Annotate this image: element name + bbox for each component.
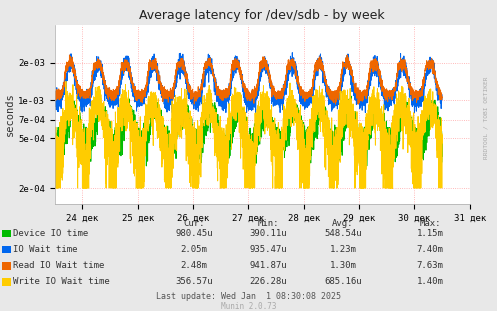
Text: 7.40m: 7.40m bbox=[416, 245, 443, 254]
Text: 226.28u: 226.28u bbox=[249, 277, 287, 286]
Text: 1.30m: 1.30m bbox=[330, 261, 356, 270]
Text: 390.11u: 390.11u bbox=[249, 229, 287, 238]
Text: 980.45u: 980.45u bbox=[175, 229, 213, 238]
Text: 7.63m: 7.63m bbox=[416, 261, 443, 270]
Text: Munin 2.0.73: Munin 2.0.73 bbox=[221, 301, 276, 310]
Text: Read IO Wait time: Read IO Wait time bbox=[13, 261, 105, 270]
Text: 1.23m: 1.23m bbox=[330, 245, 356, 254]
Text: IO Wait time: IO Wait time bbox=[13, 245, 78, 254]
Text: Min:: Min: bbox=[257, 219, 279, 228]
Text: 941.87u: 941.87u bbox=[249, 261, 287, 270]
Text: 2.48m: 2.48m bbox=[180, 261, 207, 270]
Text: 685.16u: 685.16u bbox=[324, 277, 362, 286]
Text: Cur:: Cur: bbox=[183, 219, 205, 228]
Text: 1.15m: 1.15m bbox=[416, 229, 443, 238]
Text: 1.40m: 1.40m bbox=[416, 277, 443, 286]
Text: Device IO time: Device IO time bbox=[13, 229, 88, 238]
Text: 356.57u: 356.57u bbox=[175, 277, 213, 286]
Y-axis label: seconds: seconds bbox=[5, 92, 15, 136]
Text: 548.54u: 548.54u bbox=[324, 229, 362, 238]
Text: Avg:: Avg: bbox=[332, 219, 354, 228]
Text: Max:: Max: bbox=[419, 219, 441, 228]
Text: Last update: Wed Jan  1 08:30:08 2025: Last update: Wed Jan 1 08:30:08 2025 bbox=[156, 292, 341, 301]
Text: 935.47u: 935.47u bbox=[249, 245, 287, 254]
Text: 2.05m: 2.05m bbox=[180, 245, 207, 254]
Title: Average latency for /dev/sdb - by week: Average latency for /dev/sdb - by week bbox=[139, 9, 385, 22]
Text: RRDTOOL / TOBI OETIKER: RRDTOOL / TOBI OETIKER bbox=[484, 77, 489, 160]
Text: Write IO Wait time: Write IO Wait time bbox=[13, 277, 110, 286]
